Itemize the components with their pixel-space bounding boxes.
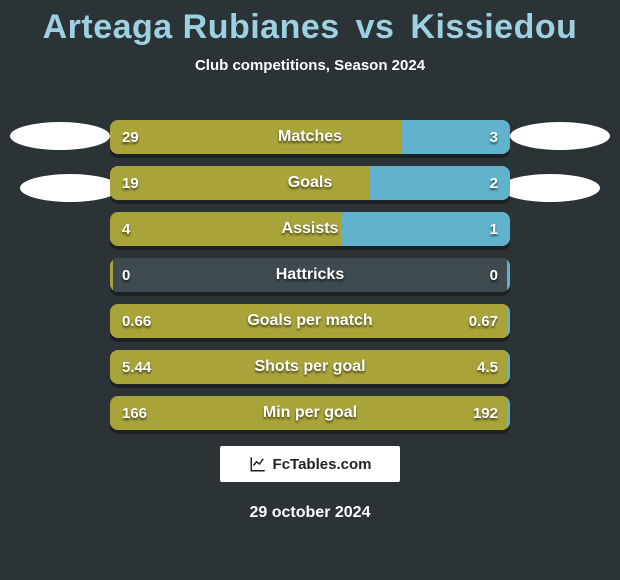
stat-row: Min per goal166192 <box>110 396 510 430</box>
brand-logo-text: FcTables.com <box>273 456 372 473</box>
chart-icon <box>249 455 267 473</box>
stat-bar-right-segment <box>370 166 510 200</box>
stat-row: Goals per match0.660.67 <box>110 304 510 338</box>
stat-row: Hattricks00 <box>110 258 510 292</box>
stat-bars: Matches293 Goals192 Assists41 Hattricks00 Go… <box>110 120 510 442</box>
stat-bar-track <box>110 396 510 430</box>
player-right-name: Kissiedou <box>410 8 577 46</box>
stat-bar-track <box>110 120 510 154</box>
comparison-infographic: Arteaga Rubianes vs Kissiedou Club compe… <box>0 0 620 580</box>
stat-bar-empty-segment <box>113 258 507 292</box>
stat-bar-left-segment <box>110 350 507 384</box>
player-left-photo-alt <box>20 174 120 202</box>
stat-bar-right-segment <box>402 120 510 154</box>
stat-row: Assists41 <box>110 212 510 246</box>
stat-bar-track <box>110 304 510 338</box>
stat-bar-left-segment <box>110 396 507 430</box>
stat-bar-track <box>110 166 510 200</box>
stat-bar-right-segment <box>342 212 510 246</box>
stat-bar-left-segment <box>110 212 342 246</box>
stat-bar-left-segment <box>110 166 370 200</box>
footer-date: 29 october 2024 <box>0 504 620 522</box>
player-left-name: Arteaga Rubianes <box>43 8 340 46</box>
stat-row: Shots per goal5.444.5 <box>110 350 510 384</box>
stat-bar-right-segment <box>507 350 510 384</box>
stat-row: Matches293 <box>110 120 510 154</box>
stat-bar-left-segment <box>110 304 507 338</box>
stat-bar-left-segment <box>110 258 113 292</box>
player-left-photo <box>10 122 110 150</box>
stat-bar-track <box>110 350 510 384</box>
stat-bar-track <box>110 212 510 246</box>
player-right-photo <box>510 122 610 150</box>
player-right-photo-alt <box>500 174 600 202</box>
stat-bar-track <box>110 258 510 292</box>
stat-bar-right-segment <box>507 396 510 430</box>
vs-separator: vs <box>350 8 401 46</box>
stat-bar-right-segment <box>507 258 510 292</box>
page-title: Arteaga Rubianes vs Kissiedou <box>0 0 620 47</box>
stat-bar-left-segment <box>110 120 402 154</box>
stat-bar-right-segment <box>507 304 510 338</box>
stat-row: Goals192 <box>110 166 510 200</box>
brand-logo: FcTables.com <box>220 446 400 482</box>
subtitle: Club competitions, Season 2024 <box>0 57 620 74</box>
